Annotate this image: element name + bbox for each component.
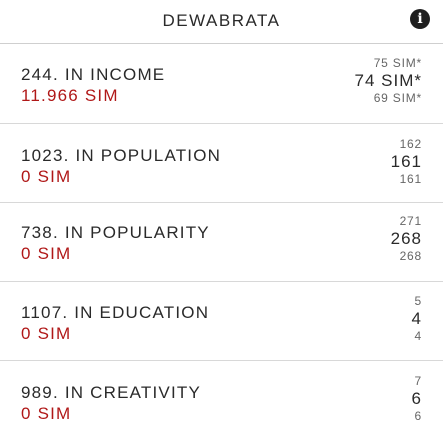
ranking-title: 1107. IN EDUCATION xyxy=(21,303,209,323)
rank-above-value: 162 xyxy=(399,137,422,151)
rank-below-value: 4 xyxy=(414,329,422,343)
rank-below-value: 6 xyxy=(414,409,422,423)
ranking-row-income[interactable]: 244. IN INCOME 11.966 SIM 75 SIM* 74 SIM… xyxy=(0,45,443,124)
ranking-row-population[interactable]: 1023. IN POPULATION 0 SIM 162 161 161 xyxy=(0,124,443,203)
rank-above-value: 75 SIM* xyxy=(373,56,422,70)
ranking-row-education[interactable]: 1107. IN EDUCATION 0 SIM 5 4 4 xyxy=(0,282,443,361)
ranking-value: 0 SIM xyxy=(21,244,72,263)
rank-number: 738. xyxy=(21,223,59,242)
rank-current-value: 161 xyxy=(390,152,422,171)
rank-category: IN POPULARITY xyxy=(64,223,210,242)
neighbor-ranks: 5 4 4 xyxy=(412,294,422,344)
ranking-title: 1023. IN POPULATION xyxy=(21,146,221,166)
rank-above-value: 7 xyxy=(414,374,422,388)
ranking-value: 11.966 SIM xyxy=(21,86,119,105)
neighbor-ranks: 271 268 268 xyxy=(391,214,422,264)
rank-current-value: 74 SIM* xyxy=(354,71,422,90)
rank-category: IN EDUCATION xyxy=(74,303,210,322)
neighbor-ranks: 75 SIM* 74 SIM* 69 SIM* xyxy=(355,56,422,106)
rank-above-value: 5 xyxy=(414,294,422,308)
rank-number: 1023. xyxy=(21,146,70,165)
rank-category: IN CREATIVITY xyxy=(64,383,202,402)
ranking-value: 0 SIM xyxy=(21,404,72,423)
ranking-title: 244. IN INCOME xyxy=(21,65,165,85)
ranking-row-popularity[interactable]: 738. IN POPULARITY 0 SIM 271 268 268 xyxy=(0,203,443,282)
page-title: DEWABRATA xyxy=(162,11,281,30)
rank-above-value: 271 xyxy=(399,214,422,228)
ranking-value: 0 SIM xyxy=(21,324,72,343)
rank-category: IN POPULATION xyxy=(75,146,222,165)
rank-below-value: 268 xyxy=(399,249,422,263)
info-icon[interactable]: i xyxy=(410,9,430,29)
rank-number: 244. xyxy=(21,65,59,84)
ranking-title: 989. IN CREATIVITY xyxy=(21,383,201,403)
rank-category: IN INCOME xyxy=(64,65,166,84)
neighbor-ranks: 162 161 161 xyxy=(391,137,422,187)
neighbor-ranks: 7 6 6 xyxy=(412,374,422,424)
rank-below-value: 161 xyxy=(399,172,422,186)
ranking-row-creativity[interactable]: 989. IN CREATIVITY 0 SIM 7 6 6 xyxy=(0,361,443,440)
rank-current-value: 268 xyxy=(390,229,422,248)
ranking-title: 738. IN POPULARITY xyxy=(21,223,210,243)
header: DEWABRATA i xyxy=(0,0,443,44)
rank-current-value: 4 xyxy=(411,309,422,328)
rank-number: 1107. xyxy=(21,303,69,322)
rank-current-value: 6 xyxy=(411,389,422,408)
rank-below-value: 69 SIM* xyxy=(373,91,422,105)
rank-number: 989. xyxy=(21,383,59,402)
rankings-list: 244. IN INCOME 11.966 SIM 75 SIM* 74 SIM… xyxy=(0,45,443,440)
ranking-value: 0 SIM xyxy=(21,167,72,186)
